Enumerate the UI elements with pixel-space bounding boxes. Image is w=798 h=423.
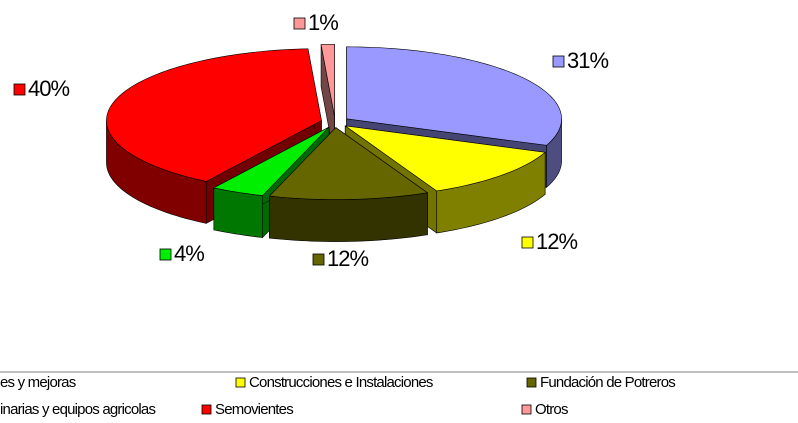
legend-swatch bbox=[526, 377, 537, 388]
slice bbox=[212, 126, 330, 196]
label-swatch bbox=[521, 236, 534, 249]
slice-side bbox=[213, 187, 263, 238]
slice bbox=[346, 46, 562, 146]
legend-label: Semovientes bbox=[215, 401, 293, 418]
legend-label: Construcciones e Instalaciones bbox=[249, 374, 433, 391]
slice bbox=[106, 48, 322, 182]
legend-label: inarias y equipos agricolas bbox=[0, 401, 155, 418]
data-label: 4% bbox=[174, 241, 204, 266]
data-label: 12% bbox=[536, 229, 577, 254]
legend-swatch bbox=[235, 377, 246, 388]
legend-swatch bbox=[521, 404, 532, 415]
legend-label: es y mejoras bbox=[0, 374, 76, 391]
legend-label: Otros bbox=[535, 401, 568, 418]
data-label: 40% bbox=[28, 76, 69, 101]
legend-label: Fundación de Potreros bbox=[540, 374, 675, 391]
data-label: 1% bbox=[308, 10, 338, 35]
data-label: 31% bbox=[567, 48, 608, 73]
label-swatch bbox=[293, 17, 306, 30]
slice bbox=[345, 125, 546, 192]
label-swatch bbox=[312, 253, 325, 266]
slice bbox=[320, 44, 335, 117]
data-label: 12% bbox=[327, 246, 368, 271]
slice bbox=[268, 127, 429, 200]
label-swatch bbox=[159, 248, 172, 261]
slice-side bbox=[269, 192, 428, 242]
label-swatch bbox=[13, 83, 26, 96]
legend-swatch bbox=[201, 404, 212, 415]
label-swatch bbox=[552, 55, 565, 68]
